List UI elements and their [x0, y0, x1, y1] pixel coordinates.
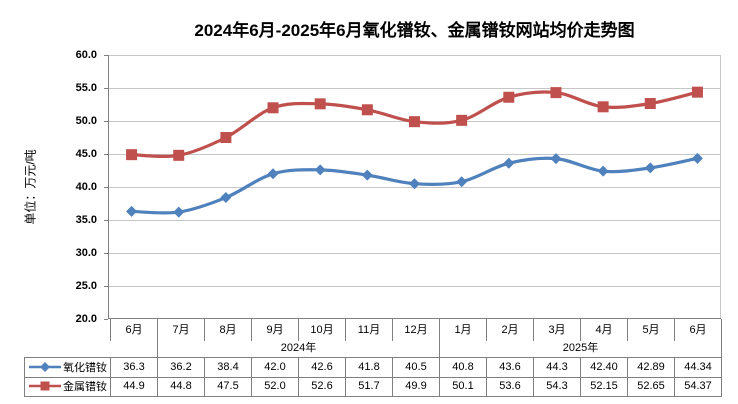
table-spacer-cell — [25, 341, 111, 357]
value-cell: 40.5 — [392, 356, 440, 378]
data-point-marker — [220, 132, 232, 143]
data-point-marker — [267, 168, 279, 180]
data-point-marker — [409, 116, 420, 128]
y-axis-tick-label: 40.0 — [75, 180, 97, 193]
square-marker-icon — [29, 381, 61, 391]
value-cell: 54.3 — [533, 376, 581, 397]
series-data-row: 氧化镨钕 36.3 36.2 38.4 42.0 42.6 41.8 40.5 40.8 43.6… — [24, 356, 722, 378]
month-cell: 6月 — [110, 319, 158, 341]
value-cell: 44.3 — [533, 356, 581, 378]
series-legend-cell: 氧化镨钕 — [24, 356, 111, 378]
y-axis-tick-label: 60.0 — [75, 48, 97, 61]
value-cell: 52.0 — [251, 376, 299, 397]
data-point-marker — [456, 176, 468, 188]
data-point-marker — [220, 192, 232, 204]
data-point-marker — [597, 165, 609, 177]
value-cell: 42.0 — [251, 356, 299, 378]
value-cell: 36.3 — [110, 356, 158, 378]
value-cell: 52.65 — [627, 376, 675, 397]
data-point-marker — [691, 152, 703, 164]
data-point-marker — [267, 102, 279, 114]
year-cell — [110, 341, 158, 357]
year-header-row: 2024年 2025年 — [25, 341, 722, 357]
y-axis-tick-label: 45.0 — [75, 147, 97, 160]
data-point-marker — [314, 164, 326, 176]
series-name-label: 金属镨钕 — [63, 381, 107, 393]
month-cell: 4月 — [580, 319, 628, 341]
value-cell: 42.89 — [627, 356, 675, 378]
chart-title: 2024年6月-2025年6月氧化镨钕、金属镨钕网站均价走势图 — [194, 21, 635, 40]
data-point-marker — [126, 205, 138, 217]
month-cell: 6月 — [674, 319, 722, 341]
series-name-label: 氧化镨钕 — [63, 361, 107, 374]
data-point-marker — [503, 91, 515, 103]
chart-plot-area — [104, 55, 721, 320]
month-header-row: 6月 7月 8月 9月 10月 11月 12月 1月 2月 3月 4月 5月 6月 — [25, 319, 722, 341]
data-table: 6月 7月 8月 9月 10月 11月 12月 1月 2月 3月 4月 5月 6月 2024年 2025年氧… — [24, 319, 722, 397]
value-cell: 44.34 — [674, 356, 722, 378]
year-cell: 2024年 — [157, 341, 440, 357]
y-axis-tick-label: 35.0 — [75, 213, 97, 226]
data-point-marker — [644, 98, 656, 110]
value-cell: 44.8 — [157, 376, 205, 397]
data-point-marker — [314, 98, 326, 110]
value-cell: 38.4 — [204, 356, 252, 378]
month-cell: 5月 — [627, 319, 675, 341]
value-cell: 36.2 — [157, 356, 205, 378]
value-cell: 42.6 — [298, 356, 346, 378]
data-point-marker — [550, 153, 562, 165]
data-point-marker — [456, 114, 468, 126]
y-axis-tick-label: 50.0 — [75, 114, 97, 127]
month-cell: 12月 — [392, 319, 440, 341]
value-cell: 42.40 — [580, 356, 628, 378]
y-axis-tick-label: 20.0 — [75, 312, 97, 325]
value-cell: 52.6 — [298, 376, 346, 397]
data-point-marker — [597, 101, 609, 113]
data-point-marker — [550, 87, 562, 99]
value-cell: 43.6 — [486, 356, 534, 378]
table-spacer-cell — [25, 319, 111, 341]
value-cell: 54.37 — [674, 376, 722, 397]
month-cell: 2月 — [486, 319, 534, 341]
series-legend-cell: 金属镨钕 — [24, 376, 111, 397]
value-cell: 44.9 — [110, 376, 158, 397]
month-cell: 3月 — [533, 319, 581, 341]
month-cell: 8月 — [204, 319, 252, 341]
data-point-marker — [361, 104, 373, 116]
y-axis-tick-label: 30.0 — [75, 246, 97, 259]
data-point-marker — [173, 149, 185, 161]
y-axis-tick-label: 25.0 — [75, 279, 97, 292]
y-axis-tick-label: 55.0 — [75, 81, 97, 94]
value-cell: 50.1 — [439, 376, 487, 397]
value-cell: 41.8 — [345, 356, 393, 378]
month-cell: 9月 — [251, 319, 299, 341]
data-point-marker — [126, 149, 138, 161]
data-point-marker — [503, 157, 515, 169]
year-cell: 2025年 — [439, 341, 722, 357]
data-point-marker — [173, 206, 185, 218]
diamond-marker-icon — [29, 361, 61, 372]
data-point-marker — [644, 162, 656, 174]
value-cell: 51.7 — [345, 376, 393, 397]
value-cell: 53.6 — [486, 376, 534, 397]
y-axis-title: 单位：万元/吨 — [23, 149, 38, 225]
value-cell: 47.5 — [204, 376, 252, 397]
data-point-marker — [361, 169, 373, 181]
y-axis-tick-labels: 60.0 55.0 50.0 45.0 40.0 35.0 30.0 25.0 20.0 — [55, 0, 97, 404]
value-cell: 40.8 — [439, 356, 487, 378]
value-cell: 52.15 — [580, 376, 628, 397]
month-cell: 10月 — [298, 319, 346, 341]
data-point-marker — [409, 178, 420, 190]
series-data-row: 金属镨钕 44.9 44.8 47.5 52.0 52.6 51.7 49.9 50.1 53.6… — [24, 376, 722, 397]
month-cell: 11月 — [345, 319, 393, 341]
value-cell: 49.9 — [392, 376, 440, 397]
month-cell: 1月 — [439, 319, 487, 341]
month-cell: 7月 — [157, 319, 205, 341]
data-point-marker — [691, 86, 703, 98]
